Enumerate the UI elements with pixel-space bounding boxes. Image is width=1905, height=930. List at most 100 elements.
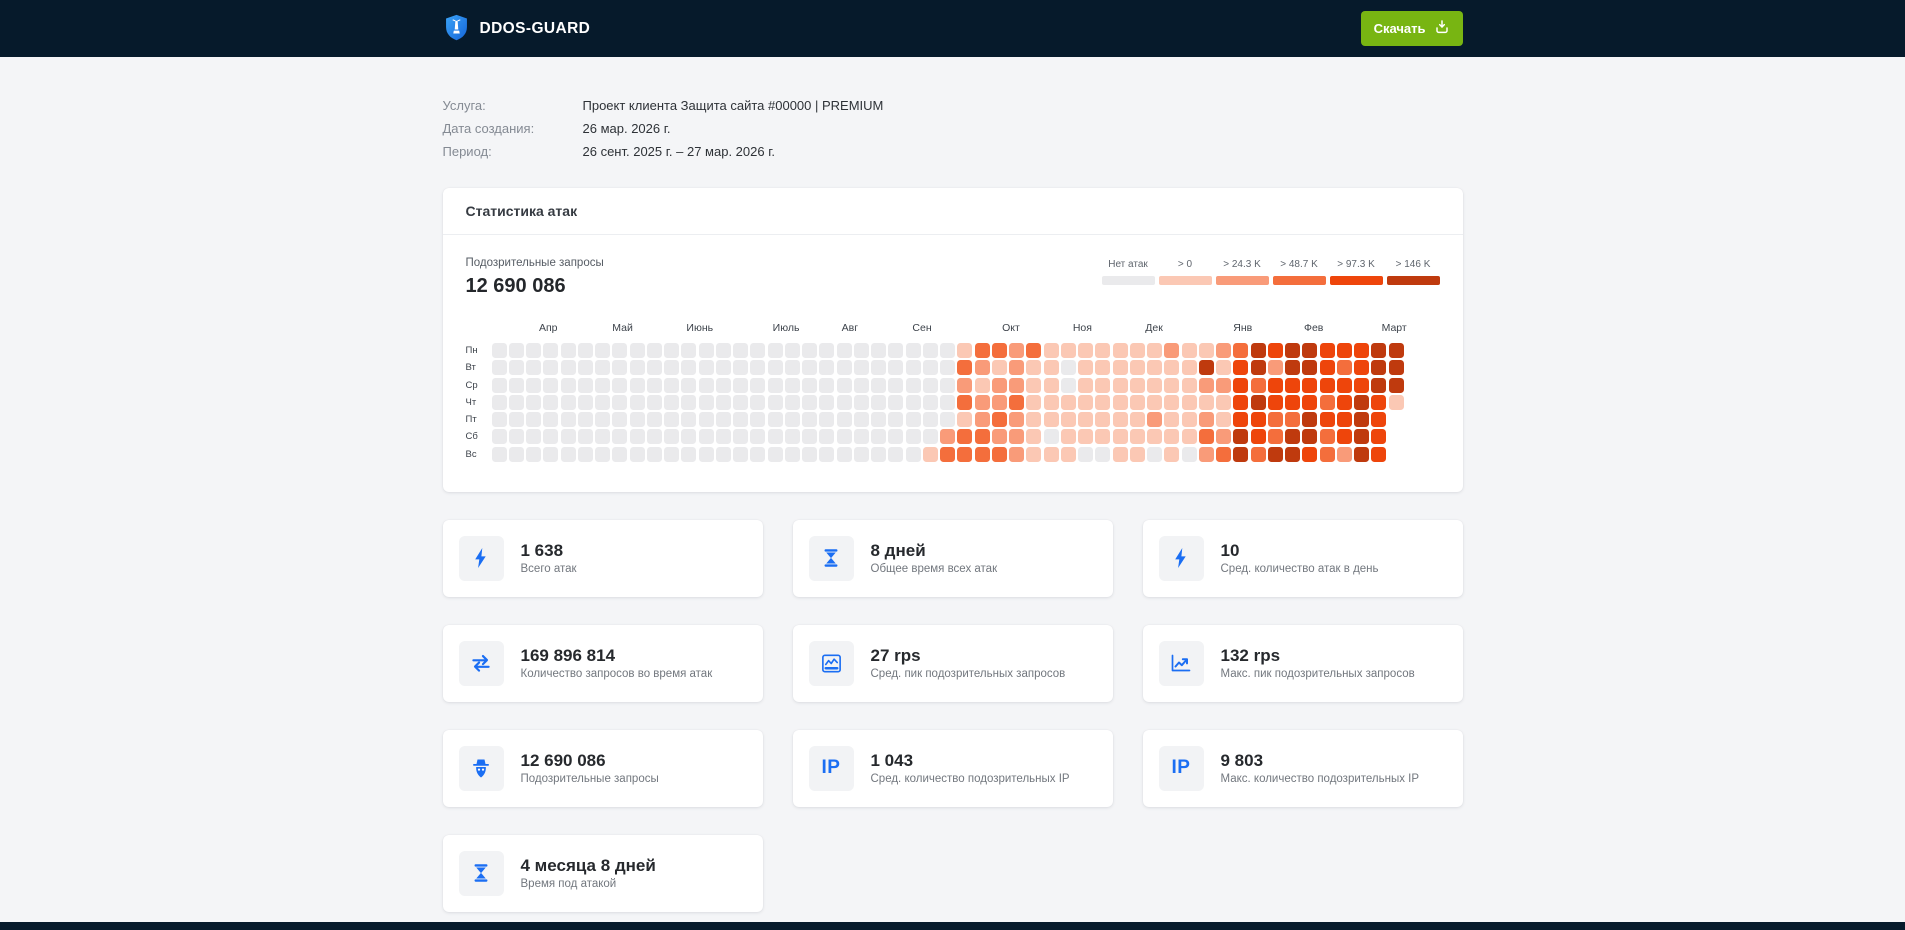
heatmap-cell: [646, 377, 662, 393]
heatmap-cell: [1112, 377, 1128, 393]
heatmap-cell: [1302, 429, 1318, 445]
heatmap-month-label: Авг: [841, 322, 859, 334]
heatmap-cell: [1164, 394, 1180, 410]
heatmap-cell: [940, 343, 955, 358]
heatmap-cell: [1336, 377, 1352, 393]
heatmap-cell: [1354, 377, 1369, 393]
stat-card-value: 8 дней: [870, 540, 926, 560]
heatmap-cell: [646, 429, 662, 445]
heatmap-cell: [1250, 377, 1266, 393]
heatmap-cell: [784, 343, 800, 358]
heatmap-cell: [836, 343, 852, 358]
heatmap-cell: [1164, 360, 1180, 376]
heatmap-cell: [1319, 360, 1335, 376]
heatmap-cell: [543, 343, 559, 358]
heatmap-cell: [940, 394, 955, 410]
heatmap-cell: [612, 394, 628, 410]
heatmap-cell: [1112, 360, 1128, 376]
heatmap-cell: [1250, 446, 1266, 462]
heatmap-cell: [1302, 343, 1318, 358]
heatmap-cell: [595, 343, 610, 358]
heatmap-cell: [1198, 394, 1214, 410]
heatmap-cell: [802, 412, 817, 427]
heatmap-cell: [1302, 377, 1318, 393]
heatmap-cell: [1112, 343, 1128, 358]
heatmap-cell: [1181, 360, 1197, 376]
heatmap-cell: [715, 412, 731, 427]
legend-item-label: > 0: [1177, 259, 1193, 270]
stat-card-text: 8 дней Общее время всех атак: [871, 541, 998, 576]
heatmap-legend: Нет атак > 0 > 24.3 K > 48.7 K > 97.3 K > 146…: [1101, 259, 1440, 285]
heatmap-cell: [819, 377, 835, 393]
heatmap-cell: [1095, 394, 1111, 410]
legend-item: > 146 K: [1386, 259, 1440, 285]
heatmap-cell: [664, 360, 679, 376]
heatmap-cell: [802, 343, 817, 358]
heatmap-cell: [1078, 343, 1093, 358]
heatmap-cell: [1060, 394, 1076, 410]
download-button[interactable]: Скачать: [1360, 11, 1463, 46]
heatmap-cell: [1354, 429, 1369, 445]
heatmap-cell: [1267, 446, 1283, 462]
heatmap-cell: [853, 343, 869, 358]
heatmap-cell: [508, 412, 524, 427]
heatmap-cell: [750, 412, 766, 427]
brand-logo[interactable]: DDOS-GUARD: [443, 14, 591, 44]
stat-card-text: 4 месяца 8 дней Время под атакой: [521, 856, 656, 891]
heatmap-cell: [1216, 360, 1231, 376]
heatmap-cell: [543, 412, 559, 427]
heatmap-cell: [819, 360, 835, 376]
legend-item-label: > 24.3 K: [1223, 259, 1261, 270]
heatmap-cell: [940, 429, 955, 445]
heatmap-cell: [1371, 446, 1387, 462]
stat-card-value: 12 690 086: [520, 750, 606, 770]
heatmap-cell: [991, 429, 1007, 445]
heatmap-cell: [1336, 360, 1352, 376]
legend-item: > 0: [1158, 259, 1212, 285]
attack-statistics-header: Статистика атак: [442, 188, 1463, 235]
heatmap-cell: [1164, 412, 1180, 427]
app-header: DDOS-GUARD Скачать: [0, 0, 1905, 57]
heatmap-cell: [1060, 360, 1076, 376]
heatmap-cell: [819, 394, 835, 410]
heatmap-cell: [681, 360, 697, 376]
heatmap-cell: [1319, 446, 1335, 462]
heatmap-cell: [1129, 343, 1145, 358]
heatmap-cell: [577, 429, 593, 445]
chart-line-icon: [808, 640, 854, 686]
heatmap-cell: [595, 412, 610, 427]
heatmap-cell: [560, 377, 576, 393]
heatmap-cell: [1078, 429, 1093, 445]
requests-arrows-icon: [458, 640, 504, 686]
attack-statistics-title: Статистика атак: [465, 203, 578, 219]
heatmap-cell: [1026, 394, 1042, 410]
heatmap-cell: [1043, 412, 1059, 427]
heatmap-cell: [1233, 429, 1249, 445]
heatmap-cell: [1147, 360, 1162, 376]
heatmap-cell: [819, 446, 835, 462]
heatmap-cell: [957, 429, 973, 445]
heatmap-cell: [750, 446, 766, 462]
heatmap-cell: [1198, 429, 1214, 445]
stat-card-label: Макс. пик подозрительных запросов: [1220, 668, 1415, 681]
heatmap-dow-label: Чт: [465, 396, 477, 408]
heatmap-cell: [698, 429, 714, 445]
hourglass-icon: [458, 850, 504, 896]
heatmap-cell: [1112, 394, 1128, 410]
stat-card: 10 Сред. количество атак в день: [1142, 519, 1463, 597]
heatmap-cell: [1371, 412, 1387, 427]
heatmap-cell: [1129, 377, 1145, 393]
heatmap-cell: [733, 429, 748, 445]
heatmap-cell: [1198, 412, 1214, 427]
heatmap-cell: [802, 360, 817, 376]
heatmap-cell: [629, 360, 645, 376]
stat-card-value: 10: [1220, 540, 1240, 560]
heatmap-cell: [957, 377, 973, 393]
heatmap-cell: [1233, 343, 1249, 358]
heatmap-cell: [1078, 377, 1093, 393]
stat-card-text: 27 rps Сред. пик подозрительных запросов: [871, 646, 1066, 681]
heatmap-cell: [577, 394, 593, 410]
heatmap-cell: [957, 394, 973, 410]
heatmap-cell: [974, 412, 990, 427]
heatmap-cell: [664, 412, 679, 427]
